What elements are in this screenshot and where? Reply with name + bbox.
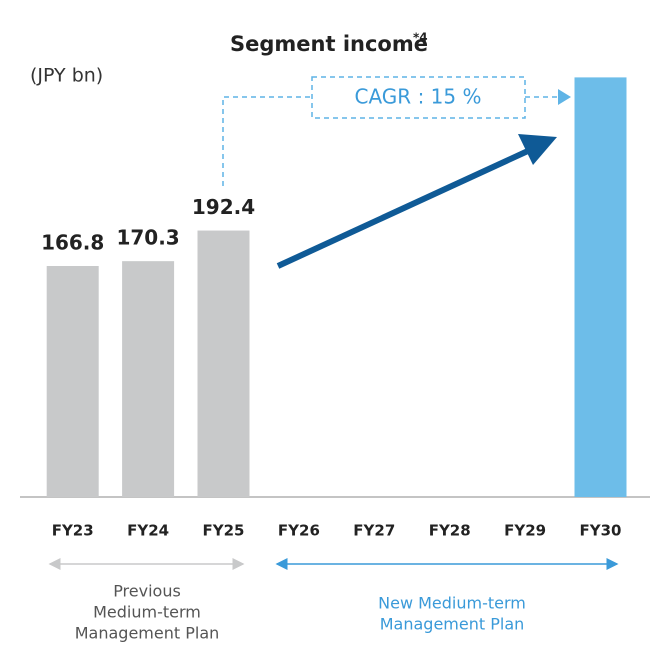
x-tick-label: FY24 <box>127 522 169 540</box>
x-tick-label: FY25 <box>203 522 245 540</box>
chart-title: Segment income <box>230 32 428 56</box>
bar <box>122 261 175 497</box>
value-label: 170.3 <box>116 226 179 250</box>
period-label: Management Plan <box>380 615 525 634</box>
cagr-connector <box>222 96 312 186</box>
unit-label: (JPY bn) <box>30 65 103 87</box>
value-label: 192.4 <box>192 195 255 219</box>
cagr-label: CAGR : 15 % <box>355 85 482 109</box>
growth-arrowhead <box>518 134 557 165</box>
growth-arrow <box>276 147 532 269</box>
title: Segment income *4 <box>230 31 428 57</box>
period-label: Previous <box>113 582 181 601</box>
bar <box>197 230 250 497</box>
bar <box>574 77 627 498</box>
title-note: *4 <box>413 31 428 45</box>
cagr-arrowhead <box>558 89 571 105</box>
x-tick-label: FY30 <box>580 522 622 540</box>
cagr-box <box>311 76 526 119</box>
x-tick-label: FY28 <box>429 522 471 540</box>
x-tick-label: FY29 <box>504 522 546 540</box>
bar <box>46 266 99 497</box>
x-tick-label: FY27 <box>353 522 395 540</box>
period-label: Management Plan <box>75 624 220 643</box>
x-tick-label: FY23 <box>52 522 94 540</box>
x-tick-label: FY26 <box>278 522 320 540</box>
value-label: 166.8 <box>41 231 104 255</box>
period-label: Medium-term <box>93 603 201 622</box>
period-label: New Medium-term <box>378 594 526 613</box>
